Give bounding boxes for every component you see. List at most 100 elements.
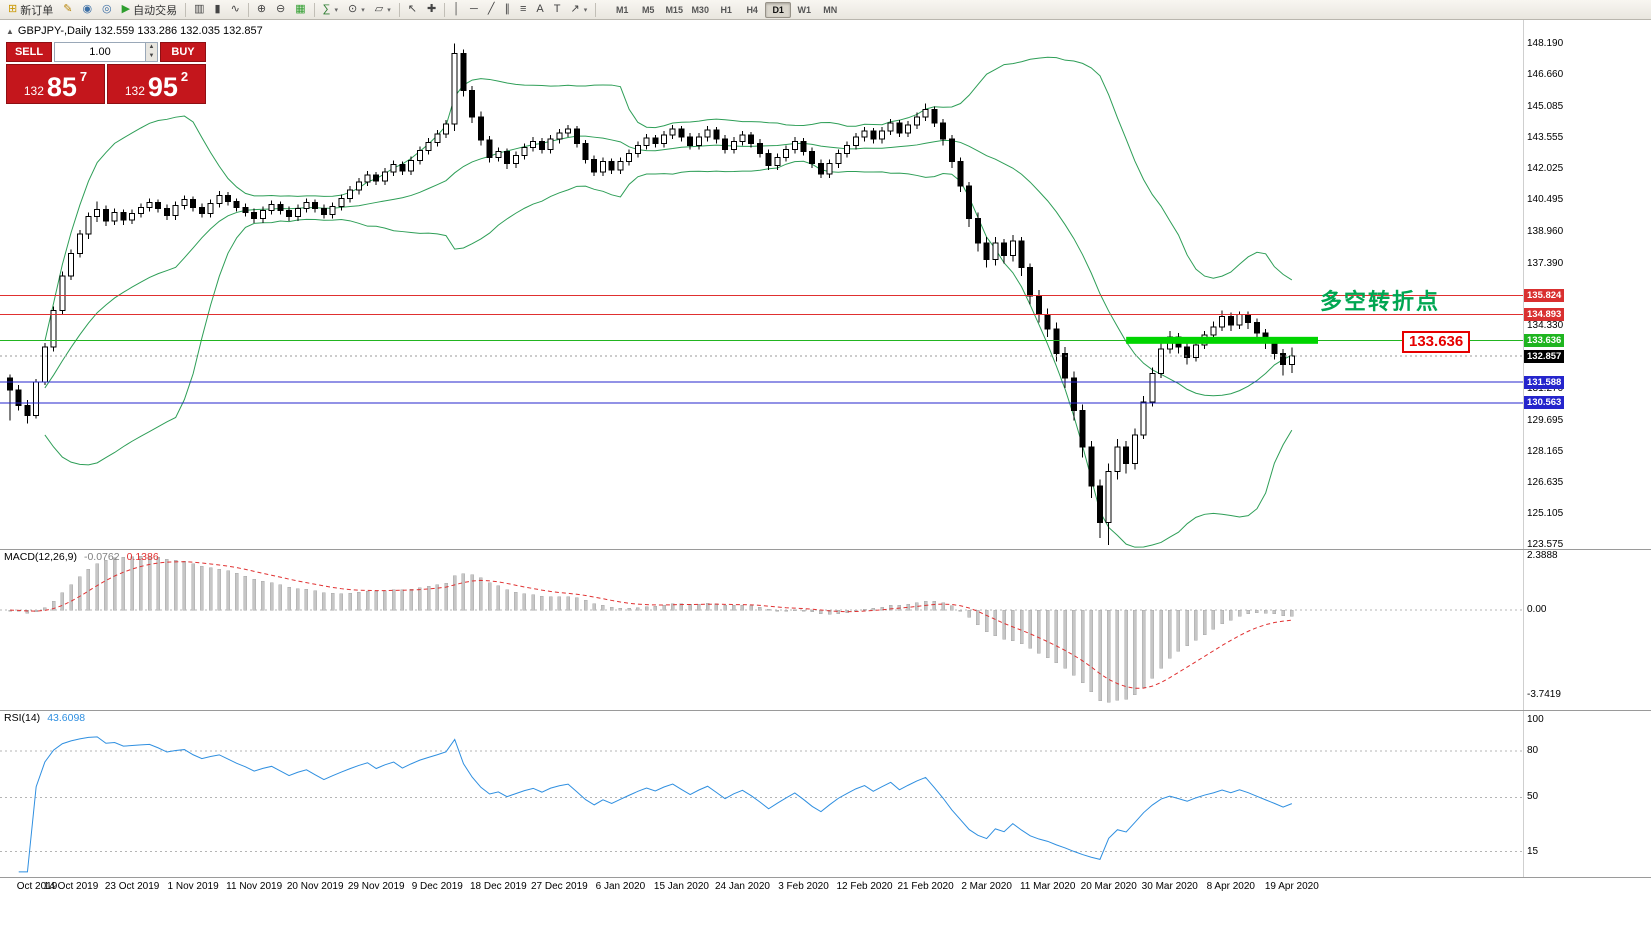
macd-pane-separator[interactable] — [0, 549, 1651, 550]
candle-body — [425, 141, 432, 151]
macd-bar — [252, 579, 256, 611]
trendline-icon: ╱ — [487, 3, 495, 15]
macd-bar — [121, 556, 126, 611]
news-button[interactable]: ◎ — [97, 1, 117, 18]
account-button[interactable]: ◉ — [77, 1, 97, 18]
price-axis-tick: 128.165 — [1527, 445, 1564, 457]
text-button[interactable]: A — [531, 1, 548, 18]
candle-body — [190, 198, 197, 209]
zoom-in-button[interactable]: ⊕ — [252, 1, 271, 18]
date-axis-label: 12 Feb 2020 — [836, 881, 893, 892]
timeframe-m15[interactable]: M15 — [665, 4, 683, 15]
channel-button[interactable]: ∥ — [499, 1, 515, 18]
macd-bar — [601, 605, 605, 611]
candle-body — [137, 207, 144, 215]
zoom-out-button[interactable]: ⊖ — [271, 1, 290, 18]
candle-body — [626, 153, 633, 163]
candle-body — [294, 208, 301, 218]
volume-increase-button[interactable]: ▲ — [146, 43, 157, 52]
date-axis-label: 18 Dec 2019 — [469, 881, 527, 892]
buy-price-button[interactable]: 132 95 2 — [107, 64, 206, 104]
macd-bar — [1089, 609, 1094, 692]
macd-bar — [758, 606, 762, 611]
macd-bar — [112, 557, 117, 611]
date-axis-label: 19 Apr 2020 — [1264, 881, 1319, 892]
highlight-line[interactable] — [1126, 336, 1318, 344]
bollinger-middle-band[interactable] — [44, 135, 1293, 397]
indicators-button[interactable]: ∑ ▾ — [318, 1, 343, 18]
crosshair-icon: ✚ — [426, 3, 437, 15]
candle-body — [1236, 314, 1243, 326]
timeframe-w1[interactable]: W1 — [797, 4, 811, 15]
macd-main-value: -0.0762 — [83, 551, 120, 563]
price-line-tag[interactable]: 130.563 — [1524, 396, 1565, 410]
candle-body — [844, 144, 851, 154]
macd-bar — [1072, 609, 1076, 676]
macd-bar — [418, 587, 422, 611]
candle-body — [1062, 352, 1069, 379]
candle-body — [661, 134, 667, 144]
tile-windows-button[interactable]: ▦ — [290, 1, 310, 18]
turning-point-annotation[interactable]: 多空转折点 — [1320, 289, 1441, 314]
volume-decrease-button[interactable]: ▼ — [146, 52, 157, 61]
crosshair-button[interactable]: ✚ — [422, 1, 441, 18]
rsi-pane-separator[interactable] — [0, 710, 1651, 711]
macd-signal-line — [9, 561, 1292, 689]
arrows-button[interactable]: ↗ ▾ — [565, 1, 592, 18]
timeframe-m5[interactable]: M5 — [641, 4, 655, 15]
candle-body — [163, 208, 170, 217]
macd-bar — [339, 593, 344, 611]
tools-button[interactable]: ✎ — [58, 1, 77, 18]
candle-body — [826, 163, 833, 175]
price-line-tag[interactable]: 135.824 — [1524, 289, 1565, 303]
bollinger-lower-band[interactable] — [44, 160, 1293, 548]
new-order-icon: ⊞ — [8, 3, 18, 15]
macd-bar — [1141, 609, 1146, 688]
price-line-tag[interactable]: 133.636 — [1524, 333, 1565, 347]
price-line-tag[interactable]: 131.588 — [1524, 375, 1565, 389]
macd-bar — [1246, 609, 1250, 615]
candle-body — [24, 404, 31, 416]
price-line-tag[interactable]: 134.893 — [1524, 308, 1565, 322]
new-order-button[interactable]: ⊞ 新订单 — [3, 1, 58, 18]
volume-input[interactable]: 1.00 — [89, 46, 111, 58]
candle-body — [1027, 267, 1034, 297]
vertical-line-button[interactable]: │ — [448, 1, 465, 18]
periods-button[interactable]: ⊙ ▾ — [343, 1, 370, 18]
timeframe-h1[interactable]: H1 — [720, 4, 732, 15]
date-axis-label: 9 Dec 2019 — [411, 881, 463, 892]
bid-price-tag: 132.857 — [1524, 349, 1565, 363]
timeframe-mn[interactable]: MN — [823, 4, 838, 15]
timeframe-m1[interactable]: M1 — [615, 4, 629, 15]
date-axis-label: 21 Feb 2020 — [897, 881, 954, 892]
buy-button[interactable]: BUY — [160, 42, 206, 62]
label-icon: T — [553, 3, 561, 15]
candle-body — [791, 140, 798, 150]
label-button[interactable]: T — [549, 1, 566, 18]
macd-bar — [644, 606, 649, 611]
price-callout[interactable]: 133.636 — [1402, 331, 1471, 353]
candle-body — [320, 208, 327, 216]
cursor-button[interactable]: ↖ — [403, 1, 422, 18]
candle-body — [983, 242, 990, 261]
bollinger-upper-band[interactable] — [44, 56, 1293, 342]
trendline-button[interactable]: ╱ — [483, 1, 500, 18]
zoom-in-icon: ⊕ — [256, 3, 267, 15]
sell-button[interactable]: SELL — [6, 42, 52, 62]
timeframe-m30[interactable]: M30 — [691, 4, 709, 15]
timeframe-d1[interactable]: D1 — [765, 1, 792, 18]
bar-chart-button[interactable]: ▥ — [189, 1, 209, 18]
sell-price-button[interactable]: 132 85 7 — [6, 64, 105, 104]
timeframe-h4[interactable]: H4 — [746, 4, 758, 15]
macd-bar — [888, 605, 893, 611]
candle-body — [521, 146, 528, 157]
templates-button[interactable]: ▱ ▾ — [370, 1, 396, 18]
macd-bar — [165, 558, 169, 611]
line-chart-button[interactable]: ∿ — [226, 1, 245, 18]
fibonacci-button[interactable]: ≡ — [515, 1, 531, 18]
horizontal-line-button[interactable]: ─ — [465, 1, 483, 18]
candlestick-chart-button[interactable]: ▮ — [210, 1, 226, 18]
auto-trading-button[interactable]: ▶ 自动交易 — [117, 1, 182, 18]
candle-body — [809, 150, 816, 165]
